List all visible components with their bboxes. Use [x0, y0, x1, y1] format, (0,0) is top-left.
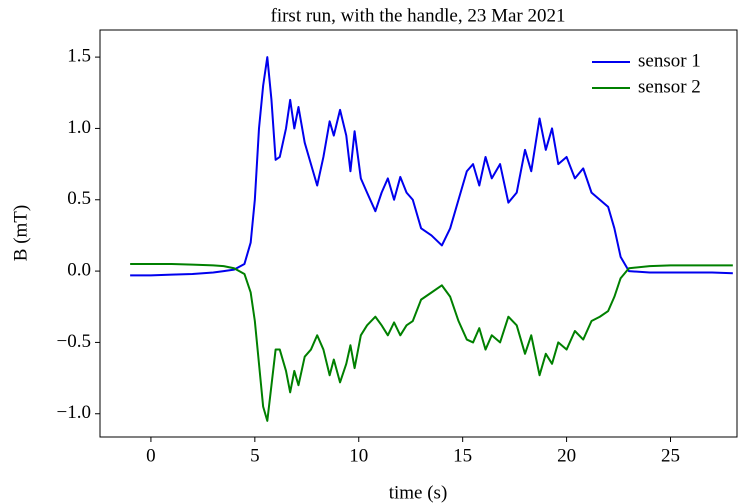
- legend-label: sensor 1: [638, 50, 701, 71]
- series-line: [130, 56, 733, 277]
- x-tick-label: 0: [146, 445, 156, 466]
- y-tick-label: −0.5: [57, 331, 91, 352]
- plot-frame: [99, 29, 738, 438]
- x-tick-label: 25: [661, 445, 680, 466]
- x-tick-label: 5: [250, 445, 260, 466]
- series-line: [130, 262, 733, 422]
- y-axis-label: B (mT): [10, 205, 31, 261]
- y-tick-label: 0.0: [67, 259, 91, 280]
- y-tick-label: 1.0: [67, 117, 91, 138]
- x-axis-label: time (s): [389, 482, 448, 503]
- x-tick-label: 10: [349, 445, 368, 466]
- y-tick-label: 0.5: [67, 188, 91, 209]
- x-tick-label: 15: [453, 445, 472, 466]
- y-tick-label: −1.0: [57, 402, 91, 423]
- x-tick-label: 20: [557, 445, 576, 466]
- y-tick-label: 1.5: [67, 45, 91, 66]
- chart-title: first run, with the handle, 23 Mar 2021: [271, 5, 566, 26]
- legend-label: sensor 2: [638, 76, 701, 97]
